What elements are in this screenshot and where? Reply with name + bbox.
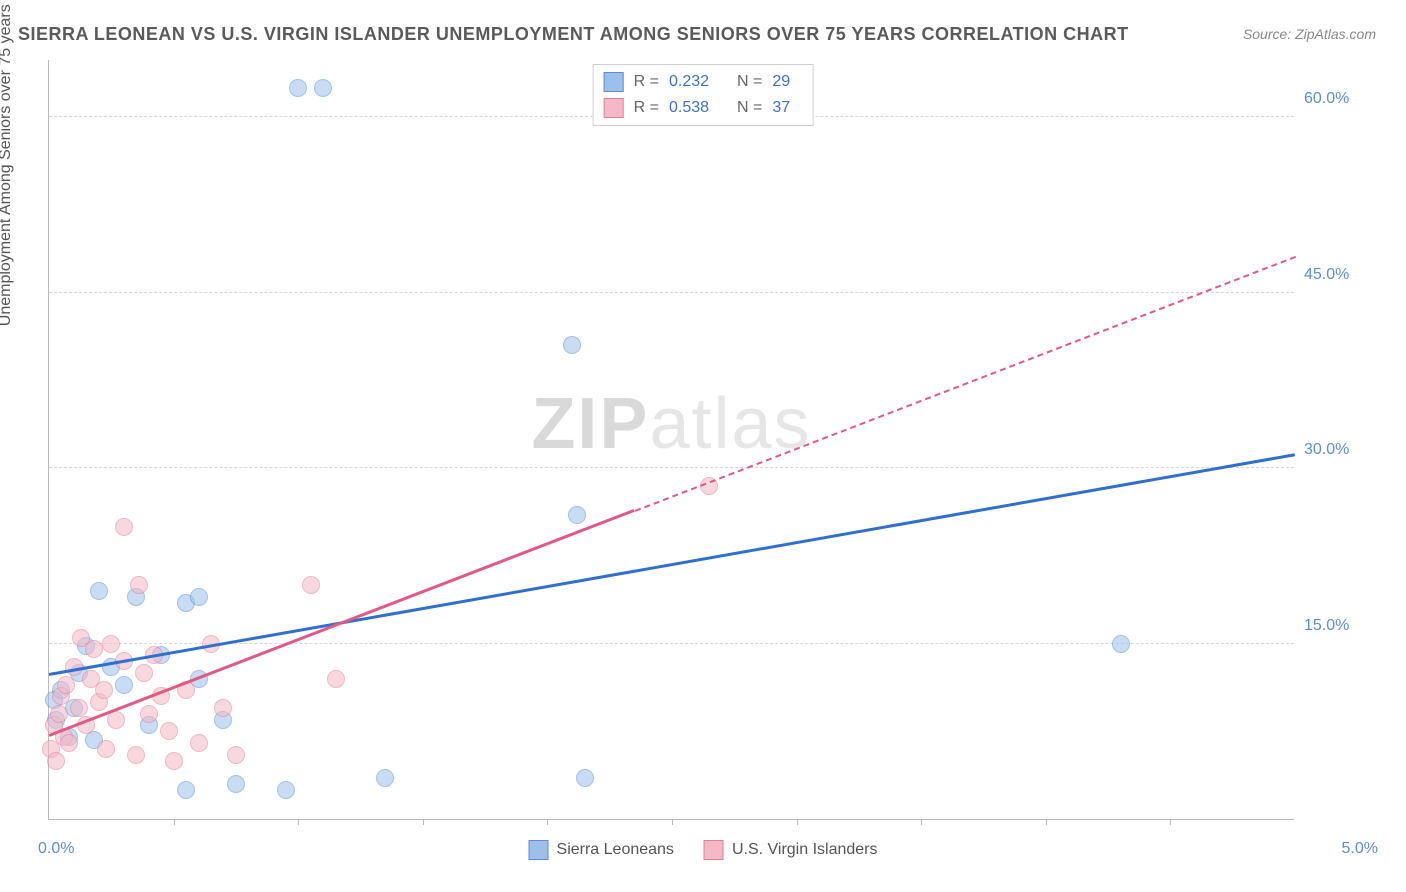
- chart-title: SIERRA LEONEAN VS U.S. VIRGIN ISLANDER U…: [18, 24, 1129, 45]
- series-legend: Sierra Leoneans U.S. Virgin Islanders: [529, 840, 878, 860]
- scatter-point: [115, 518, 133, 536]
- scatter-point: [314, 79, 332, 97]
- scatter-point: [140, 705, 158, 723]
- scatter-point: [214, 699, 232, 717]
- scatter-point: [327, 670, 345, 688]
- series-legend-item: Sierra Leoneans: [529, 840, 674, 860]
- gridline: [49, 467, 1294, 468]
- scatter-point: [57, 676, 75, 694]
- scatter-point: [90, 582, 108, 600]
- stat-r-value: 0.538: [669, 95, 727, 121]
- scatter-point: [115, 676, 133, 694]
- scatter-point: [85, 640, 103, 658]
- stat-n-label: N =: [737, 95, 762, 121]
- legend-swatch: [604, 98, 624, 118]
- y-tick-label: 30.0%: [1304, 441, 1384, 459]
- y-tick-label: 15.0%: [1304, 617, 1384, 635]
- scatter-point: [563, 336, 581, 354]
- x-tick: [1170, 819, 1171, 825]
- source-citation: Source: ZipAtlas.com: [1243, 26, 1376, 42]
- scatter-point: [95, 681, 113, 699]
- scatter-point: [127, 746, 145, 764]
- stat-r-label: R =: [634, 95, 659, 121]
- watermark: ZIPatlas: [531, 383, 811, 465]
- scatter-point: [135, 664, 153, 682]
- scatter-point: [227, 775, 245, 793]
- scatter-point: [302, 576, 320, 594]
- series-legend-item: U.S. Virgin Islanders: [704, 840, 878, 860]
- x-tick: [547, 819, 548, 825]
- stat-n-value: 29: [772, 69, 802, 95]
- scatter-point: [165, 752, 183, 770]
- scatter-point: [160, 722, 178, 740]
- watermark-zip: ZIP: [531, 384, 649, 464]
- chart-container: SIERRA LEONEAN VS U.S. VIRGIN ISLANDER U…: [0, 0, 1406, 892]
- legend-swatch: [604, 72, 624, 92]
- scatter-point: [102, 635, 120, 653]
- stats-row: R = 0.232 N = 29: [604, 69, 803, 95]
- stat-r-value: 0.232: [669, 69, 727, 95]
- trend-line: [48, 509, 635, 737]
- x-tick: [921, 819, 922, 825]
- scatter-point: [50, 705, 68, 723]
- series-name: U.S. Virgin Islanders: [732, 841, 878, 859]
- y-axis-label: Unemployment Among Seniors over 75 years: [0, 4, 15, 326]
- x-tick: [1046, 819, 1047, 825]
- scatter-point: [568, 506, 586, 524]
- series-name: Sierra Leoneans: [557, 841, 674, 859]
- scatter-point: [47, 752, 65, 770]
- scatter-point: [576, 769, 594, 787]
- legend-swatch: [704, 840, 724, 860]
- x-axis-min-label: 0.0%: [38, 840, 74, 858]
- scatter-point: [376, 769, 394, 787]
- scatter-point: [227, 746, 245, 764]
- y-tick-label: 45.0%: [1304, 266, 1384, 284]
- scatter-point: [130, 576, 148, 594]
- stat-n-value: 37: [772, 95, 802, 121]
- stat-r-label: R =: [634, 69, 659, 95]
- stats-row: R = 0.538 N = 37: [604, 95, 803, 121]
- scatter-point: [277, 781, 295, 799]
- gridline: [49, 292, 1294, 293]
- x-tick: [298, 819, 299, 825]
- scatter-point: [60, 734, 78, 752]
- legend-swatch: [529, 840, 549, 860]
- x-tick: [423, 819, 424, 825]
- plot-area: ZIPatlas 15.0%30.0%45.0%60.0%: [48, 60, 1294, 820]
- x-tick: [797, 819, 798, 825]
- stat-n-label: N =: [737, 69, 762, 95]
- scatter-point: [70, 699, 88, 717]
- scatter-point: [97, 740, 115, 758]
- stats-legend: R = 0.232 N = 29 R = 0.538 N = 37: [593, 64, 814, 126]
- scatter-point: [289, 79, 307, 97]
- x-tick: [174, 819, 175, 825]
- x-axis-max-label: 5.0%: [1342, 840, 1378, 858]
- scatter-point: [1112, 635, 1130, 653]
- scatter-point: [190, 734, 208, 752]
- y-tick-label: 60.0%: [1304, 90, 1384, 108]
- x-tick: [672, 819, 673, 825]
- scatter-point: [190, 588, 208, 606]
- scatter-point: [177, 781, 195, 799]
